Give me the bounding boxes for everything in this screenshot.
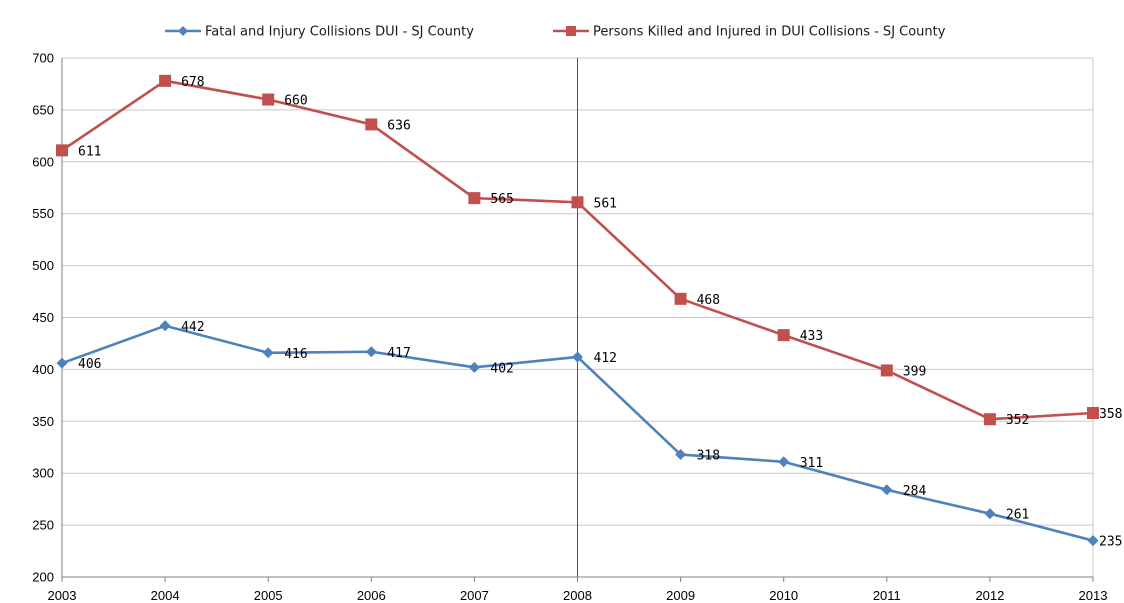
x-tick-label: 2006 bbox=[357, 588, 386, 603]
data-labels: 406 442 416 417 402 412 318 311 284 261 235 611 678 6… bbox=[78, 75, 1122, 550]
diamond-marker bbox=[262, 347, 274, 359]
data-label: 352 bbox=[1006, 413, 1029, 428]
data-label: 660 bbox=[284, 94, 307, 109]
y-tick-label: 300 bbox=[32, 466, 54, 481]
x-tick-label: 2008 bbox=[563, 588, 592, 603]
data-label: 561 bbox=[594, 196, 617, 211]
diamond-marker bbox=[56, 357, 68, 369]
data-label: 311 bbox=[800, 456, 823, 471]
square-marker bbox=[159, 74, 172, 87]
x-tick-label: 2012 bbox=[975, 588, 1004, 603]
square-marker bbox=[468, 192, 481, 205]
y-tick-label: 200 bbox=[32, 570, 54, 585]
series-layer bbox=[56, 74, 1099, 547]
y-tick-label: 650 bbox=[32, 102, 54, 117]
y-tick-label: 400 bbox=[32, 362, 54, 377]
diamond-marker bbox=[365, 346, 377, 358]
data-label: 406 bbox=[78, 357, 101, 372]
diamond-marker bbox=[572, 351, 583, 363]
data-label: 402 bbox=[490, 361, 513, 376]
diamond-marker bbox=[468, 361, 480, 373]
x-tick-label: 2009 bbox=[666, 588, 695, 603]
data-label: 416 bbox=[284, 347, 307, 362]
legend-label: Fatal and Injury Collisions DUI - SJ Cou… bbox=[205, 25, 474, 40]
y-tick-label: 450 bbox=[32, 310, 54, 325]
x-tick-label: 2003 bbox=[48, 588, 77, 603]
series-2 bbox=[56, 74, 1099, 426]
data-label: 358 bbox=[1099, 407, 1122, 422]
diamond-marker bbox=[1087, 535, 1099, 547]
legend-square-marker bbox=[566, 26, 576, 36]
legend-item-2: Persons Killed and Injured in DUI Collis… bbox=[553, 25, 946, 40]
data-label: 284 bbox=[903, 484, 927, 499]
data-label: 611 bbox=[78, 144, 101, 159]
series-1 bbox=[56, 320, 1099, 547]
square-marker bbox=[1087, 406, 1099, 419]
data-label: 565 bbox=[490, 192, 513, 207]
x-tick-label: 2004 bbox=[151, 588, 180, 603]
diamond-marker bbox=[675, 449, 687, 461]
diamond-marker bbox=[881, 484, 893, 496]
data-label: 261 bbox=[1006, 508, 1029, 523]
y-tick-label: 350 bbox=[32, 414, 54, 429]
data-label: 433 bbox=[800, 329, 823, 344]
square-marker bbox=[56, 144, 68, 157]
square-marker bbox=[880, 364, 893, 377]
diamond-marker bbox=[159, 320, 171, 332]
data-label: 399 bbox=[903, 364, 926, 379]
square-marker bbox=[571, 196, 584, 209]
y-tick-label: 250 bbox=[32, 518, 54, 533]
gridlines bbox=[62, 57, 1094, 577]
data-label: 417 bbox=[387, 346, 410, 361]
legend-diamond-marker bbox=[178, 26, 188, 36]
square-marker bbox=[777, 329, 790, 342]
legend-label: Persons Killed and Injured in DUI Collis… bbox=[593, 25, 946, 40]
x-tick-label: 2013 bbox=[1079, 588, 1108, 603]
square-marker bbox=[983, 413, 996, 426]
legend: Fatal and Injury Collisions DUI - SJ Cou… bbox=[165, 25, 946, 40]
diamond-marker bbox=[984, 508, 996, 520]
x-tick-label: 2007 bbox=[460, 588, 489, 603]
square-marker bbox=[674, 292, 687, 305]
square-marker bbox=[365, 118, 378, 131]
x-tick-label: 2011 bbox=[873, 588, 901, 603]
diamond-marker bbox=[778, 456, 790, 468]
data-label: 318 bbox=[697, 449, 720, 464]
data-label: 235 bbox=[1099, 535, 1122, 550]
y-tick-label: 700 bbox=[32, 51, 54, 66]
data-label: 412 bbox=[594, 351, 617, 366]
data-label: 636 bbox=[387, 118, 410, 133]
data-label: 468 bbox=[697, 293, 720, 308]
data-label: 442 bbox=[181, 320, 204, 335]
y-tick-label: 500 bbox=[32, 258, 54, 273]
x-tick-label: 2005 bbox=[254, 588, 283, 603]
data-label: 678 bbox=[181, 75, 204, 90]
square-marker bbox=[262, 93, 275, 106]
y-tick-label: 550 bbox=[32, 206, 54, 221]
x-tick-label: 2010 bbox=[769, 588, 798, 603]
legend-item-1: Fatal and Injury Collisions DUI - SJ Cou… bbox=[165, 25, 474, 40]
axes: 200 250 300 350 400 450 500 550 600 650 700 2003 200… bbox=[32, 51, 1107, 603]
y-tick-label: 600 bbox=[32, 154, 54, 169]
